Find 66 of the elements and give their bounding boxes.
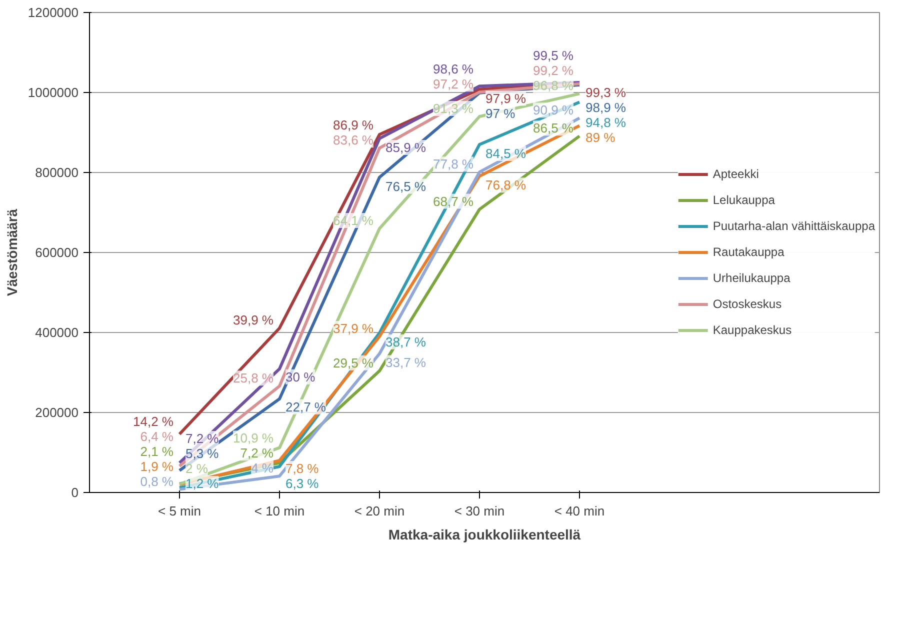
annotation: 7,2 % [240,446,274,461]
annotation: 98,6 % [433,62,474,77]
annotation: 6,3 % [286,476,320,491]
annotation: 99,5 % [533,48,574,64]
y-tick-label: 600000 [35,245,79,260]
annotation: 76,8 % [486,178,526,193]
annotation: 97,9 % [486,90,526,106]
annotation: 91,3 % [433,101,474,116]
annotation: 98,9 % [586,100,626,115]
legend-label: Apteekki [712,167,759,181]
annotation: 86,9 % [333,118,374,133]
annotation: 25,8 % [233,370,274,386]
annotation: 2 % [186,461,208,476]
annotation: 85,9 % [386,140,426,155]
annotation: 33,7 % [386,355,426,370]
y-tick-label: 0 [71,485,79,500]
annotation: 1,2 % [186,476,220,491]
annotation: 90,9 % [533,102,574,118]
annotation: 14,2 % [133,414,174,429]
annotation: 94,8 % [586,114,626,130]
legend-label: Lelukauppa [712,193,775,207]
legend-label: Kauppakeskus [712,323,792,337]
annotation: 89 % [586,130,616,145]
annotation: 84,5 % [486,146,526,161]
annotation: 99,3 % [586,84,626,100]
legend-label: Urheilukauppa [712,271,790,285]
annotation: 38,7 % [386,334,426,350]
y-axis-title: Väestömäärä [4,208,20,296]
annotation: 2,1 % [140,444,174,459]
annotation: 99,2 % [533,63,574,78]
annotation: 10,9 % [233,430,274,446]
annotation: 64,1 % [333,213,374,228]
annotation: 5,3 % [186,446,220,461]
x-tick-label: < 40 min [554,504,605,518]
legend-label: Rautakauppa [712,245,784,259]
y-tick-label: 800000 [35,165,79,180]
x-tick-label: < 20 min [354,504,405,518]
annotation: 1,9 % [140,458,174,474]
y-tick-label: 1200000 [28,5,79,20]
annotation: 86,5 % [533,120,574,136]
annotation: 68,7 % [433,194,474,209]
annotation: 0,8 % [140,474,174,489]
annotation: 22,7 % [286,399,326,414]
annotation: 96,8 % [533,78,574,94]
annotation: 39,9 % [233,312,274,328]
annotation: 7,8 % [286,461,320,476]
annotation: 77,8 % [433,156,474,172]
annotation: 6,4 % [140,428,174,444]
x-tick-label: < 5 min [158,504,202,518]
annotation: 83,6 % [333,132,374,148]
y-tick-label: 200000 [35,405,79,420]
x-tick-label: < 10 min [254,504,305,518]
annotation: 37,9 % [333,321,374,336]
annotation: 30 % [286,369,316,384]
legend-label: Puutarha-alan vähittäiskauppa [712,219,875,233]
annotation: 97 % [486,106,516,121]
annotation: 4 % [251,460,274,476]
annotation: 76,5 % [386,178,426,194]
legend-label: Ostoskeskus [712,297,782,311]
annotation: 97,2 % [433,76,474,92]
annotation: 7,2 % [186,431,220,446]
x-tick-label: < 30 min [454,504,505,518]
x-axis-title: Matka-aika joukkoliikenteellä [388,526,581,542]
y-tick-label: 400000 [35,325,79,340]
annotation: 29,5 % [333,355,374,370]
y-tick-label: 1000000 [28,85,79,100]
